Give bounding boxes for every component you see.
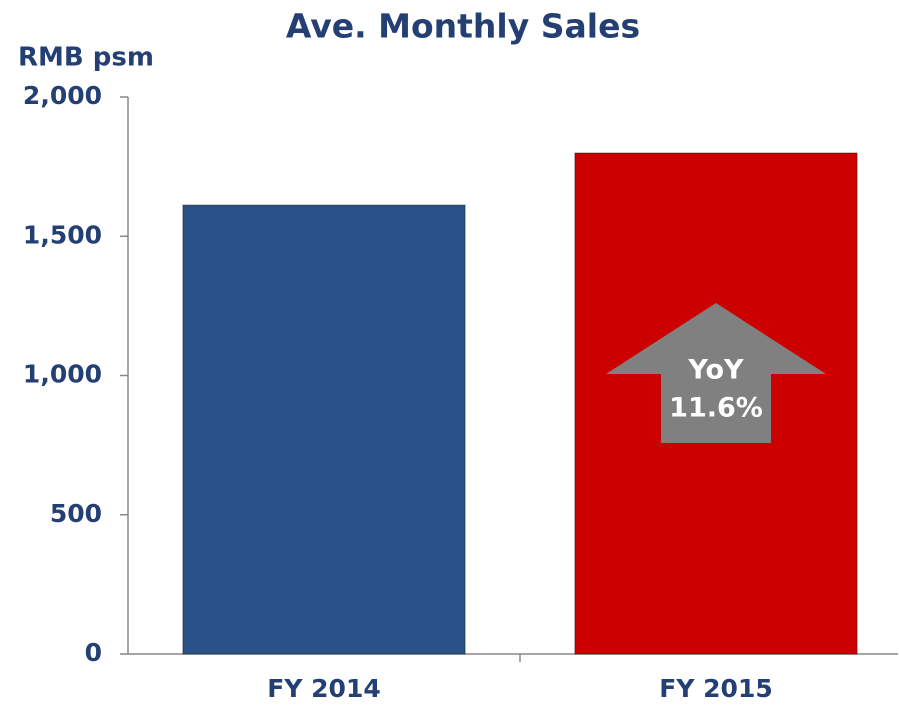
x-tick-label: FY 2015 bbox=[659, 674, 772, 703]
y-tick-label: 0 bbox=[85, 638, 102, 667]
chart-title: Ave. Monthly Sales bbox=[286, 7, 640, 46]
bar bbox=[182, 204, 466, 655]
y-tick-label: 2,000 bbox=[23, 81, 102, 110]
yoy-label: 11.6% bbox=[669, 393, 763, 424]
x-tick-label: FY 2014 bbox=[267, 674, 380, 703]
yoy-arrow bbox=[606, 303, 826, 443]
y-tick-label: 500 bbox=[50, 499, 102, 528]
y-axis-label: RMB psm bbox=[18, 43, 154, 73]
y-tick-label: 1,500 bbox=[23, 220, 102, 249]
y-tick-label: 1,000 bbox=[23, 360, 102, 389]
yoy-label: YoY bbox=[687, 355, 744, 386]
